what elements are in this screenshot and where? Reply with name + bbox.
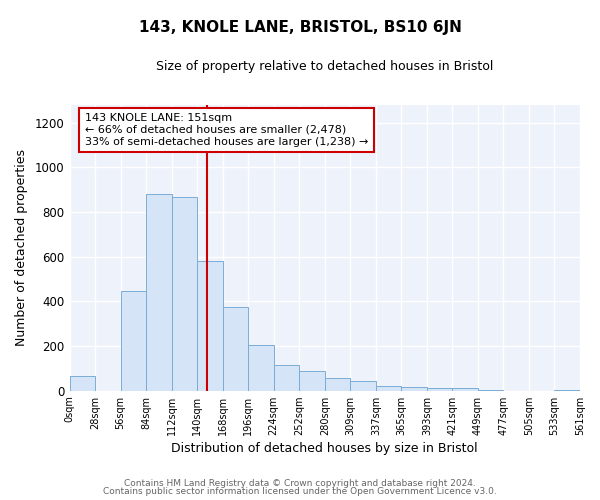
- Bar: [70, 376, 95, 390]
- X-axis label: Distribution of detached houses by size in Bristol: Distribution of detached houses by size …: [172, 442, 478, 455]
- Bar: [299, 370, 325, 390]
- Bar: [197, 261, 223, 390]
- Bar: [376, 386, 401, 390]
- Text: 143 KNOLE LANE: 151sqm
← 66% of detached houses are smaller (2,478)
33% of semi-: 143 KNOLE LANE: 151sqm ← 66% of detached…: [85, 114, 368, 146]
- Bar: [350, 380, 376, 390]
- Bar: [401, 388, 427, 390]
- Bar: [325, 378, 350, 390]
- Text: Contains HM Land Registry data © Crown copyright and database right 2024.: Contains HM Land Registry data © Crown c…: [124, 478, 476, 488]
- Bar: [248, 345, 274, 391]
- Bar: [223, 307, 248, 390]
- Text: 143, KNOLE LANE, BRISTOL, BS10 6JN: 143, KNOLE LANE, BRISTOL, BS10 6JN: [139, 20, 461, 35]
- Title: Size of property relative to detached houses in Bristol: Size of property relative to detached ho…: [156, 60, 493, 73]
- Bar: [146, 194, 172, 390]
- Bar: [121, 292, 146, 390]
- Bar: [452, 388, 478, 390]
- Bar: [274, 365, 299, 390]
- Bar: [427, 388, 452, 390]
- Text: Contains public sector information licensed under the Open Government Licence v3: Contains public sector information licen…: [103, 487, 497, 496]
- Bar: [172, 198, 197, 390]
- Y-axis label: Number of detached properties: Number of detached properties: [15, 149, 28, 346]
